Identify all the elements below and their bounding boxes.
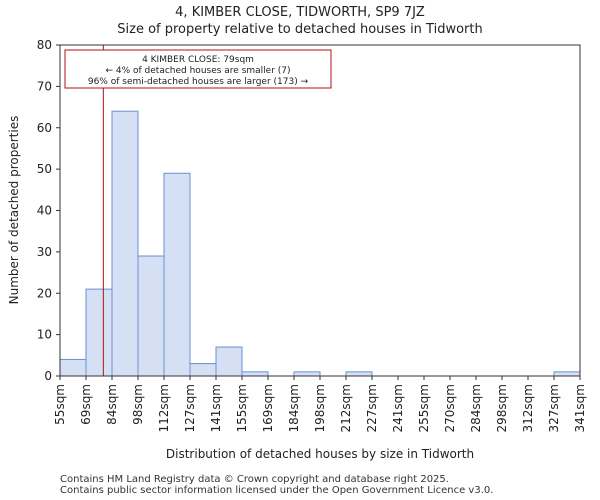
y-tick-label: 70	[37, 79, 52, 93]
y-tick-label: 10	[37, 328, 52, 342]
x-tick-label: 112sqm	[157, 384, 171, 432]
x-tick-label: 141sqm	[209, 384, 223, 432]
x-tick-label: 169sqm	[261, 384, 275, 432]
annotation-line-1: 4 KIMBER CLOSE: 79sqm	[142, 55, 254, 65]
x-tick-label: 312sqm	[521, 384, 535, 432]
x-tick-label: 55sqm	[53, 384, 67, 425]
bar-98sqm	[137, 255, 165, 377]
annotation-box: 4 KIMBER CLOSE: 79sqm ← 4% of detached h…	[64, 49, 332, 89]
chart-title: 4, KIMBER CLOSE, TIDWORTH, SP9 7JZ	[175, 5, 425, 20]
x-tick-label: 198sqm	[313, 384, 327, 432]
y-tick-label: 30	[37, 245, 52, 259]
annotation-frame	[64, 49, 332, 89]
bar-84sqm	[111, 110, 139, 377]
y-axis-label: Number of detached properties	[7, 116, 21, 305]
x-tick-label: 98sqm	[131, 384, 145, 425]
bar-212sqm	[345, 371, 373, 377]
chart-subtitle: Size of property relative to detached ho…	[117, 22, 483, 37]
y-tick-label: 40	[37, 204, 52, 218]
x-tick-label: 341sqm	[573, 384, 587, 432]
bar-127sqm	[189, 363, 217, 377]
bar-155sqm	[241, 371, 269, 377]
x-tick-label: 69sqm	[79, 384, 93, 425]
bar-327sqm	[553, 371, 581, 377]
annotation-line-2: ← 4% of detached houses are smaller (7)	[105, 66, 290, 76]
x-tick-label: 241sqm	[391, 384, 405, 432]
x-tick-label: 127sqm	[183, 384, 197, 432]
x-tick-label: 270sqm	[443, 384, 457, 432]
y-tick-label: 50	[37, 162, 52, 176]
bar-141sqm	[215, 346, 243, 377]
x-tick-label: 327sqm	[547, 384, 561, 432]
y-tick-label: 0	[44, 369, 52, 383]
x-tick-label: 227sqm	[365, 384, 379, 432]
x-tick-label: 212sqm	[339, 384, 353, 432]
y-tick-label: 60	[37, 121, 52, 135]
footer-line-1: Contains HM Land Registry data © Crown c…	[60, 474, 449, 485]
bar-69sqm	[85, 288, 113, 377]
bar-184sqm	[293, 371, 321, 377]
x-tick-label: 284sqm	[469, 384, 483, 432]
x-tick-label: 184sqm	[287, 384, 301, 432]
x-tick-label: 255sqm	[417, 384, 431, 432]
x-tick-label: 298sqm	[495, 384, 509, 432]
x-tick-label: 155sqm	[235, 384, 249, 432]
x-axis-label: Distribution of detached houses by size …	[166, 447, 474, 461]
x-tick-label: 84sqm	[105, 384, 119, 425]
bar-112sqm	[163, 172, 191, 377]
footer-line-2: Contains public sector information licen…	[60, 485, 494, 496]
plot-frame	[59, 44, 581, 377]
y-tick-label: 20	[37, 286, 52, 300]
annotation-line-3: 96% of semi-detached houses are larger (…	[88, 77, 309, 87]
bar-55sqm	[59, 358, 87, 377]
y-tick-label: 80	[37, 38, 52, 52]
